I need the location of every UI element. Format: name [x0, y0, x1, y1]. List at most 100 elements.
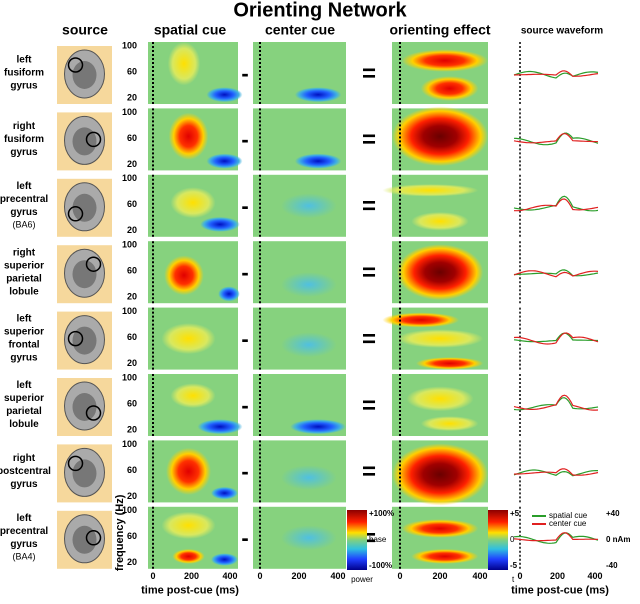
colorbar-label: -5: [510, 561, 518, 570]
row-label: superior: [4, 393, 44, 404]
equals: =: [362, 260, 376, 287]
frequency-label: frequency (Hz): [114, 494, 126, 571]
freq-tick: 60: [127, 266, 137, 276]
freq-tick: 20: [127, 491, 137, 501]
freq-tick: 20: [127, 92, 137, 102]
heatmap-blob: [218, 286, 240, 302]
heatmap-blob: [200, 216, 240, 232]
freq-tick: 100: [122, 107, 137, 117]
brain-inner: [72, 459, 97, 488]
colorbar: [347, 510, 367, 570]
freq-tick: 100: [122, 306, 137, 316]
equals: =: [362, 326, 376, 353]
equals: =: [362, 60, 376, 87]
heatmap-blob: [172, 548, 205, 564]
row-note: (BA4): [12, 552, 35, 562]
freq-tick: 100: [122, 240, 137, 250]
freq-tick: 20: [127, 358, 137, 368]
source-marker: [85, 530, 102, 546]
equals: =: [362, 459, 376, 486]
heatmap-blob: [167, 42, 201, 86]
heatmap-blob: [411, 212, 469, 231]
brain-inner: [72, 326, 97, 355]
freq-tick: 60: [127, 133, 137, 143]
brain-inner: [72, 260, 97, 289]
row-label: lobule: [9, 419, 39, 430]
heatmap-blob: [420, 416, 479, 432]
freq-tick: 60: [127, 332, 137, 342]
column-header: spatial cue: [154, 22, 227, 38]
freq-tick: 60: [127, 66, 137, 76]
source-marker: [67, 455, 84, 472]
row-label: parietal: [6, 273, 42, 284]
waveform: [513, 70, 599, 77]
heatmap-blob: [206, 153, 243, 169]
row-label: left: [17, 314, 33, 325]
row-label: left: [17, 55, 33, 66]
colorbar-label: base: [369, 535, 387, 544]
heatmap-blob: [161, 511, 216, 540]
time-tick: 0: [150, 571, 155, 581]
colorbar-title: power: [351, 575, 373, 584]
freq-tick: 100: [122, 40, 137, 50]
row-label: superior: [4, 327, 44, 338]
heatmap-blob: [206, 87, 243, 103]
brain-inner: [72, 393, 97, 421]
equals: =: [362, 127, 376, 154]
heatmap-blob: [396, 244, 484, 301]
waveform: [513, 132, 599, 146]
row-label: right: [13, 247, 36, 258]
minus: -: [241, 61, 248, 86]
waveform-axis-label: 0 nAm: [606, 535, 630, 544]
heatmap-blob: [280, 525, 337, 551]
minus: -: [241, 326, 248, 351]
waveform: [514, 198, 599, 212]
legend-label: spatial cue: [549, 511, 588, 520]
waveform: [513, 270, 599, 278]
minus: -: [241, 459, 248, 484]
column-header: orienting effect: [389, 22, 490, 38]
colorbar-label: -100%: [369, 561, 392, 570]
heatmap-blob: [392, 106, 488, 167]
time-tick: 0: [517, 571, 522, 581]
heatmap-blob: [382, 312, 460, 328]
heatmap-blob: [280, 465, 337, 490]
heatmap-blob: [164, 255, 204, 296]
row-note: (BA6): [12, 220, 35, 230]
freq-tick: 20: [127, 292, 137, 302]
row-label: gyrus: [10, 479, 38, 490]
heatmap-blob: [411, 548, 479, 564]
time-tick: 400: [472, 571, 487, 581]
minus: -: [241, 260, 248, 285]
row-label: gyrus: [10, 207, 38, 218]
row-label: gyrus: [10, 353, 38, 364]
row-label: frontal: [8, 340, 39, 351]
heatmap-blob: [420, 76, 479, 101]
row-label: gyrus: [10, 539, 38, 550]
row-label: gyrus: [10, 81, 38, 92]
time-tick: 400: [587, 571, 602, 581]
waveform: [514, 269, 599, 277]
waveform: [513, 132, 599, 144]
row-label: lobule: [9, 286, 39, 297]
colorbar-label: 0: [510, 535, 515, 544]
heatmap-blob: [290, 419, 346, 435]
heatmap-blob: [280, 272, 337, 297]
brain-inner: [72, 127, 97, 156]
freq-tick: 60: [127, 398, 137, 408]
heatmap-blob: [211, 553, 238, 566]
waveform: [513, 532, 599, 542]
heatmap-blob: [161, 323, 216, 355]
waveform: [513, 195, 599, 212]
heatmap-blob: [211, 486, 238, 500]
colorbar-label: +100%: [369, 509, 394, 518]
heatmap-blob: [166, 447, 211, 495]
heatmap-blob: [406, 386, 474, 412]
minus: -: [241, 127, 248, 152]
freq-tick: 100: [122, 505, 137, 515]
minus: -: [241, 526, 248, 551]
heatmap-blob: [392, 443, 488, 506]
row-label: fusiform: [4, 68, 44, 79]
freq-tick: 60: [127, 465, 137, 475]
